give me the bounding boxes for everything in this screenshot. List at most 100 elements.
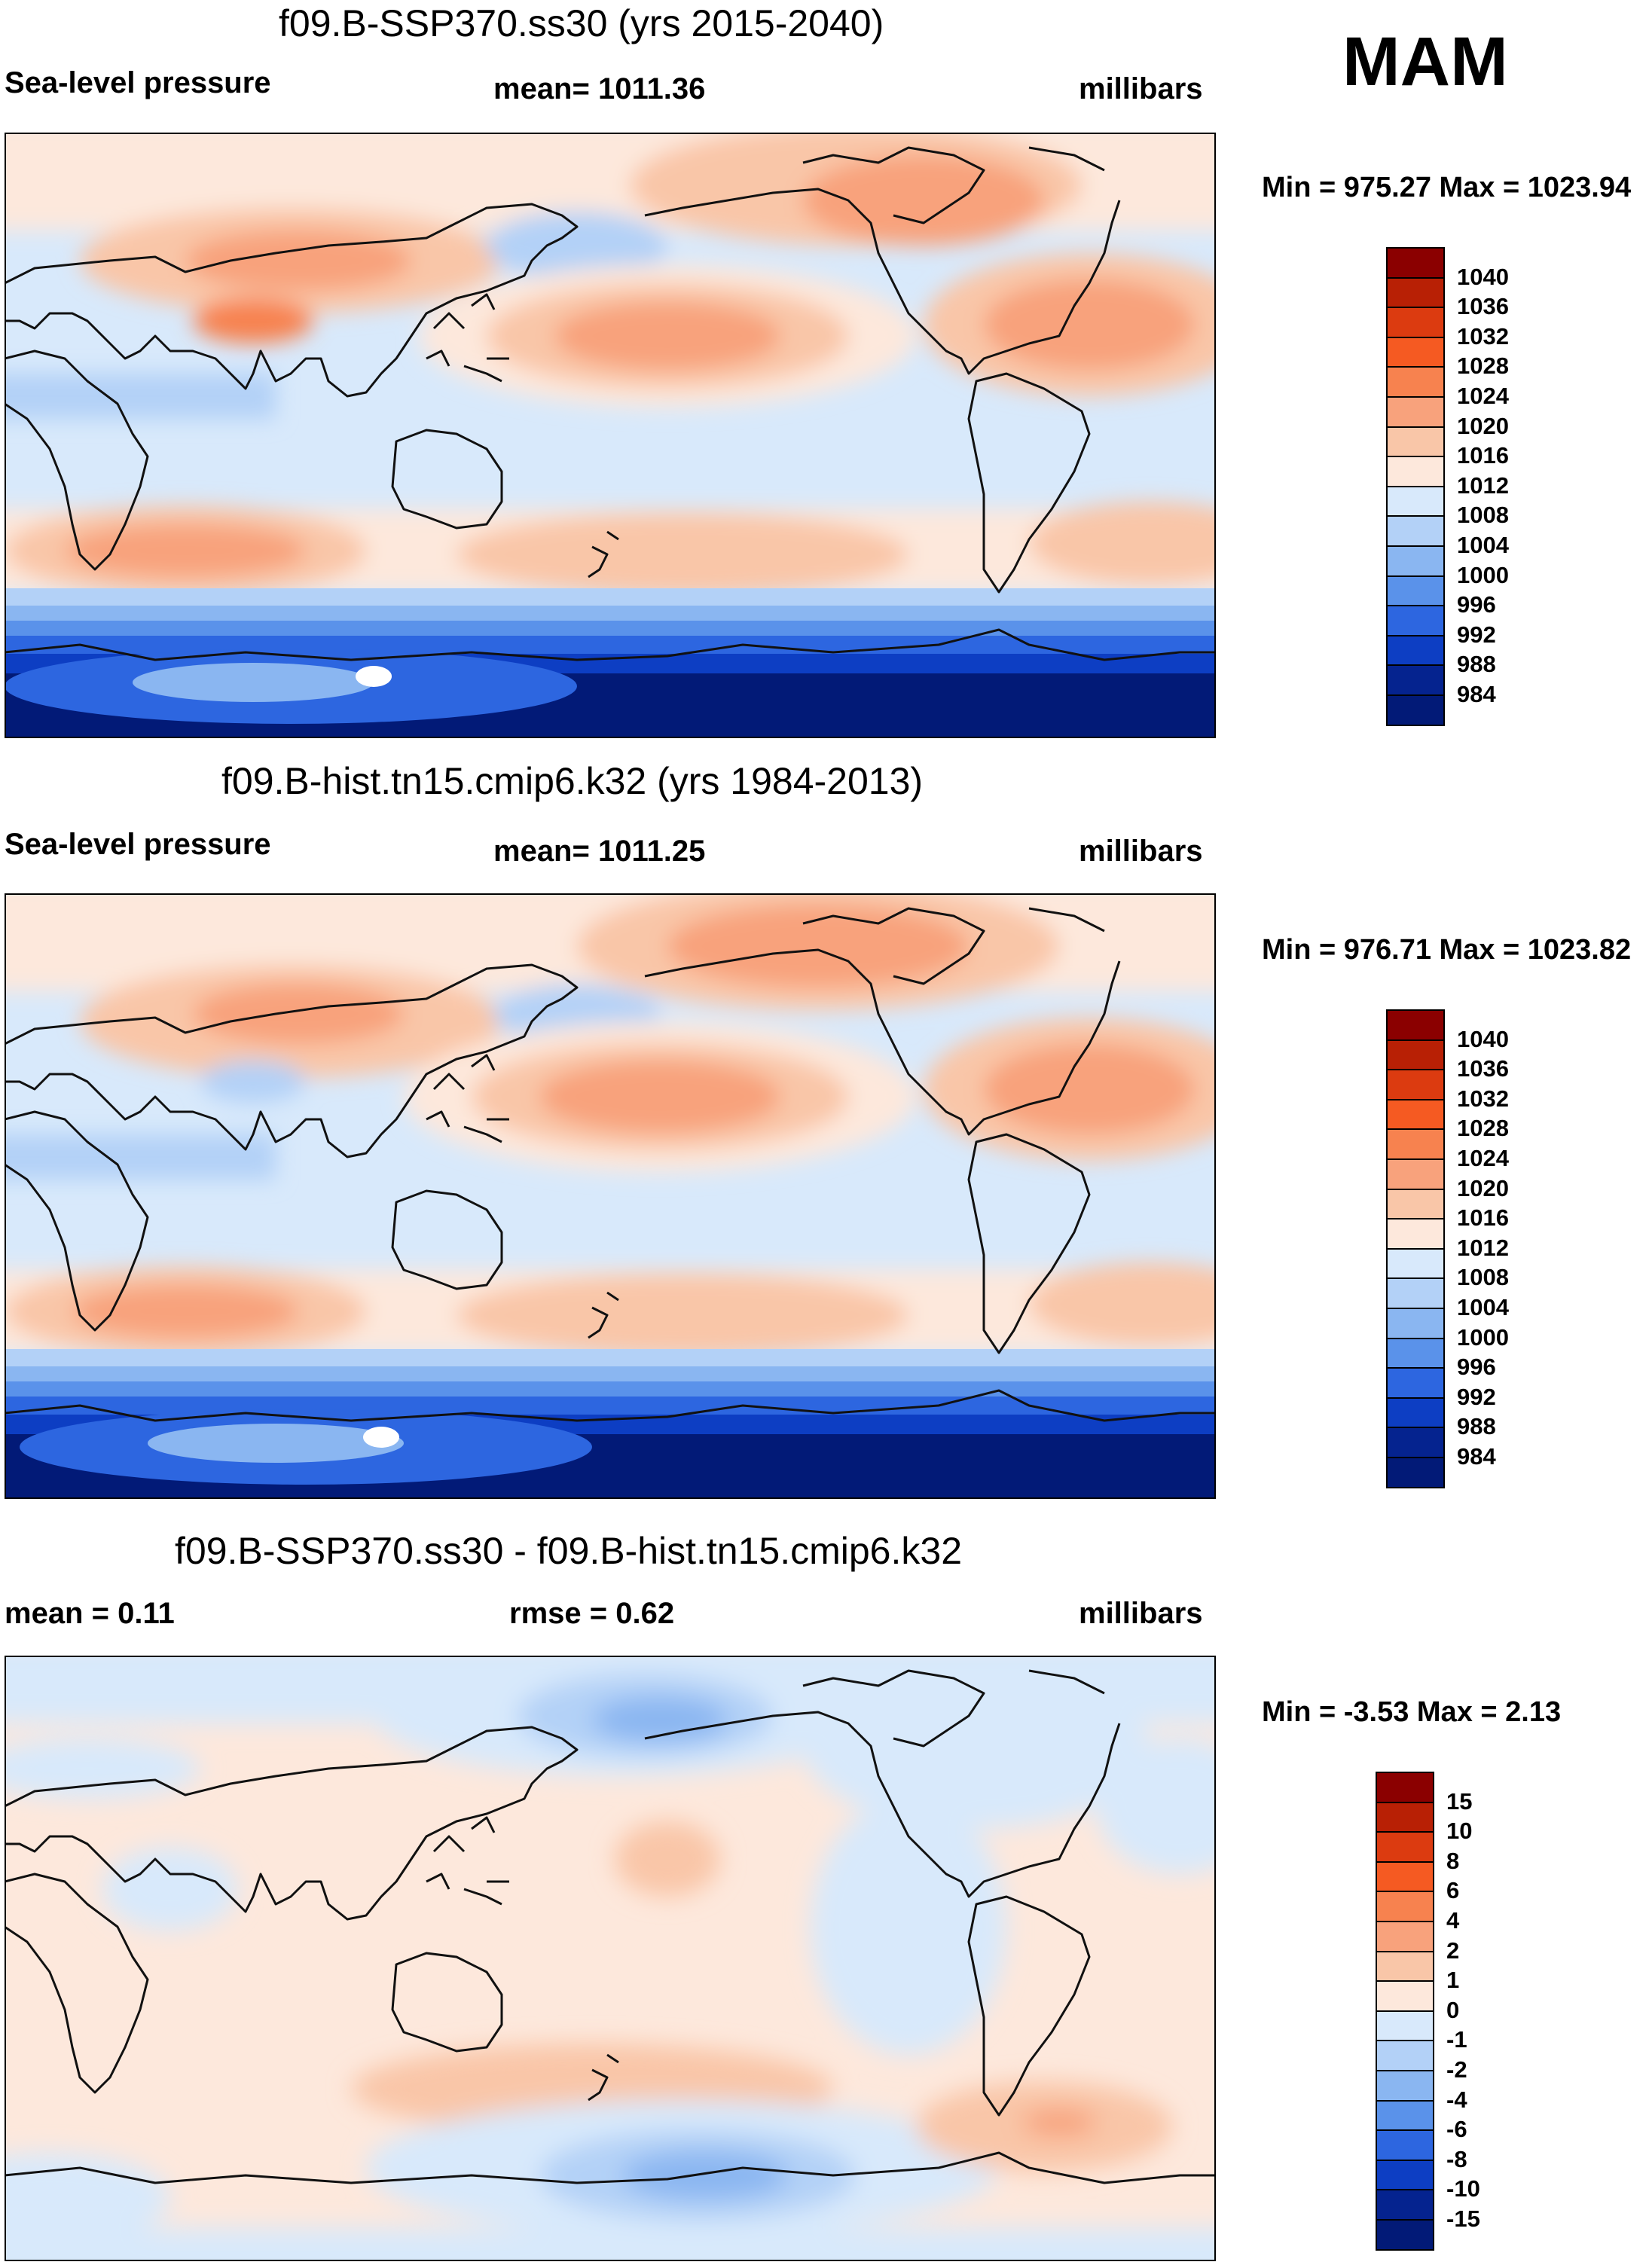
colorbar-label: 8 — [1446, 1847, 1460, 1874]
colorbar-swatch — [1386, 545, 1445, 577]
field-blob — [5, 2153, 170, 2243]
colorbar-swatch — [1386, 396, 1445, 428]
colorbar-swatch — [1376, 1980, 1434, 2012]
colorbar-label: 992 — [1457, 1383, 1496, 1410]
colorbar-label: 0 — [1446, 1996, 1460, 2023]
coastlines — [5, 1669, 1216, 2184]
colorbar-swatch — [1386, 307, 1445, 338]
colorbar-label: 1012 — [1457, 1234, 1509, 1261]
colorbar-swatch — [1386, 634, 1445, 667]
colorbar-label: 4 — [1446, 1907, 1460, 1934]
colorbar-label: -4 — [1446, 2086, 1467, 2113]
field-blob — [803, 155, 1044, 246]
colorbar-swatch — [1386, 1218, 1445, 1250]
colorbar-label: 10 — [1446, 1818, 1473, 1845]
field-blob — [72, 1285, 298, 1338]
panel-3-mean: mean = 0.11 — [5, 1597, 175, 1630]
colorbar-swatch — [1386, 1247, 1445, 1280]
colorbar-swatch — [1376, 1921, 1434, 1952]
field-blob — [811, 1799, 1006, 2055]
colorbar-label: 1032 — [1457, 322, 1509, 350]
colorbar-swatch — [1386, 1188, 1445, 1220]
colorbar-label: 1000 — [1457, 1323, 1509, 1351]
colorbar-swatch — [1386, 247, 1445, 279]
colorbar-swatch — [1376, 2040, 1434, 2071]
field-blob — [133, 663, 374, 702]
colorbar-swatch — [1376, 2070, 1434, 2102]
colorbar-label: -10 — [1446, 2175, 1480, 2202]
colorbar-swatch — [1386, 366, 1445, 398]
colorbar-swatch — [1386, 605, 1445, 636]
colorbar-swatch — [1386, 1427, 1445, 1458]
field-blob — [1097, 1738, 1216, 1874]
colorbar-label: -8 — [1446, 2145, 1467, 2172]
panel-1-units: millibars — [1079, 72, 1203, 105]
field-blob — [803, 1663, 1150, 1829]
colorbar-label: 1028 — [1457, 353, 1509, 380]
colorbar-label: 988 — [1457, 1413, 1496, 1440]
field-blob — [1021, 2109, 1097, 2136]
colorbar-label: 1036 — [1457, 1055, 1509, 1082]
field-blob — [622, 2151, 788, 2199]
field-band — [5, 2228, 1216, 2261]
colorbar-label: 996 — [1457, 1354, 1496, 1381]
colorbar-swatch — [1386, 694, 1445, 726]
panel-3-rmse: rmse = 0.62 — [509, 1597, 675, 1630]
field-blob — [984, 1044, 1195, 1134]
colorbar-label: 1024 — [1457, 1145, 1509, 1171]
panel-1-title: f09.B-SSP370.ss30 (yrs 2015-2040) — [279, 2, 884, 44]
colorbar-swatch — [1376, 1950, 1434, 1983]
panel-2-minmax: Min = 976.71 Max = 1023.82 — [1262, 934, 1632, 966]
colorbar-swatch — [1386, 1128, 1445, 1160]
field-band — [5, 374, 276, 419]
colorbar-swatch — [1386, 1308, 1445, 1339]
colorbar-label: -2 — [1446, 2056, 1467, 2083]
coastlines — [5, 146, 1216, 661]
colorbar-label: 1032 — [1457, 1085, 1509, 1112]
colorbar-label: 1016 — [1457, 1204, 1509, 1232]
colorbar-swatch — [1386, 1277, 1445, 1309]
colorbar-label: 1028 — [1457, 1115, 1509, 1142]
map-frame — [5, 133, 1216, 738]
colorbar-swatch — [1376, 1891, 1434, 1922]
colorbar-swatch — [1386, 1009, 1445, 1041]
panel-2-variable: Sea-level pressure — [5, 828, 271, 861]
colorbar-label: 15 — [1446, 1787, 1473, 1815]
panel-1-mean: mean= 1011.36 — [493, 72, 706, 105]
colorbar-label: 1036 — [1457, 293, 1509, 320]
field-blob — [457, 1274, 908, 1357]
panel-2-mean: mean= 1011.25 — [493, 835, 706, 868]
field-blob — [185, 230, 411, 291]
colorbar-swatch — [1386, 575, 1445, 607]
colorbar-label: -6 — [1446, 2116, 1467, 2143]
field-blob — [193, 298, 313, 343]
field-blob — [667, 905, 969, 987]
colorbar-swatch — [1376, 1801, 1434, 1833]
colorbar-label: 1024 — [1457, 383, 1509, 409]
field-blob — [1029, 502, 1216, 585]
colorbar-swatch — [1386, 276, 1445, 309]
colorbar-label: 1000 — [1457, 561, 1509, 588]
colorbar-swatch — [1386, 1397, 1445, 1429]
field-blob — [5, 1738, 200, 1799]
colorbar-swatch — [1376, 2219, 1434, 2251]
colorbar-swatch — [1386, 1457, 1445, 1488]
panel-1-map — [5, 133, 1216, 738]
colorbar-swatch — [1386, 456, 1445, 487]
field-blob — [102, 1848, 238, 1931]
colorbar-swatch — [1376, 1772, 1434, 1803]
colorbar-label: 1008 — [1457, 502, 1509, 529]
field-blob — [200, 1061, 306, 1103]
colorbar-label: -15 — [1446, 2205, 1480, 2232]
colorbar-label: 984 — [1457, 681, 1496, 707]
field-blob — [356, 666, 392, 687]
colorbar-label: 1004 — [1457, 532, 1509, 558]
colorbar-label: 1008 — [1457, 1264, 1509, 1291]
colorbar-label: 984 — [1457, 1443, 1496, 1470]
colorbar-label: 988 — [1457, 651, 1496, 678]
colorbar-swatch — [1376, 1860, 1434, 1893]
colorbar-swatch — [1376, 2099, 1434, 2132]
colorbar-swatch — [1376, 2129, 1434, 2161]
colorbar-swatch — [1386, 1039, 1445, 1071]
field-blob — [148, 1424, 404, 1463]
